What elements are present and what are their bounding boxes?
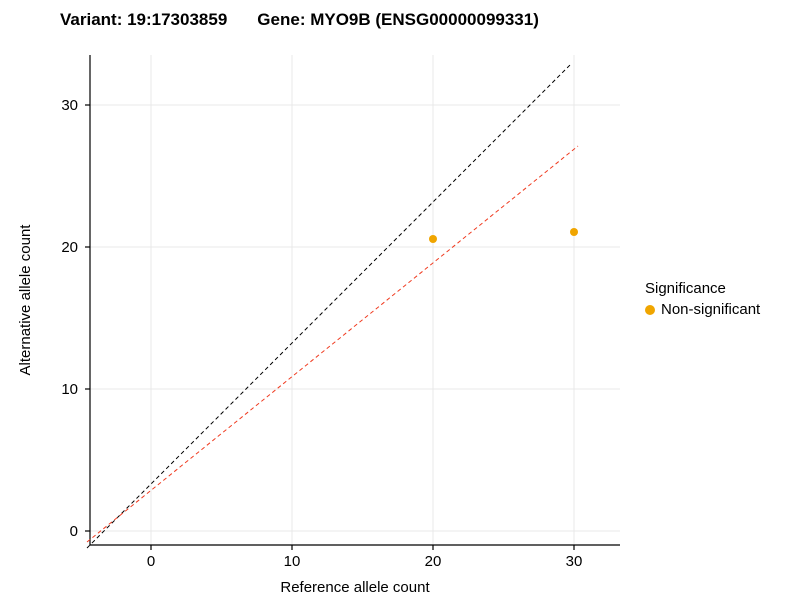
x-tick-3: 30 [566,553,583,570]
regression-reference-line [87,146,578,542]
x-axis-ticks [151,545,574,550]
x-tick-0: 0 [147,553,155,570]
legend-item-0: Non-significant [645,301,760,318]
data-point-1[interactable] [429,235,437,243]
y-tick-3: 30 [61,97,78,114]
x-axis-title: Reference allele count [280,579,430,596]
x-tick-1: 10 [284,553,301,570]
legend: Significance Non-significant [645,280,760,318]
y-axis-title: Alternative allele count [17,224,34,376]
identity-reference-line [87,65,570,548]
y-tick-0: 0 [70,523,78,540]
y-tick-1: 10 [61,381,78,398]
x-tick-2: 20 [425,553,442,570]
vertical-gridlines [151,55,574,545]
data-point-2[interactable] [570,228,578,236]
y-tick-2: 20 [61,239,78,256]
horizontal-gridlines [90,105,620,531]
scatter-chart: Variant: 19:17303859 Gene: MYO9B (ENSG00… [0,0,800,600]
y-axis-ticks [85,105,90,531]
legend-label-0: Non-significant [661,301,760,318]
legend-title: Significance [645,280,760,297]
legend-swatch-0 [645,305,655,315]
